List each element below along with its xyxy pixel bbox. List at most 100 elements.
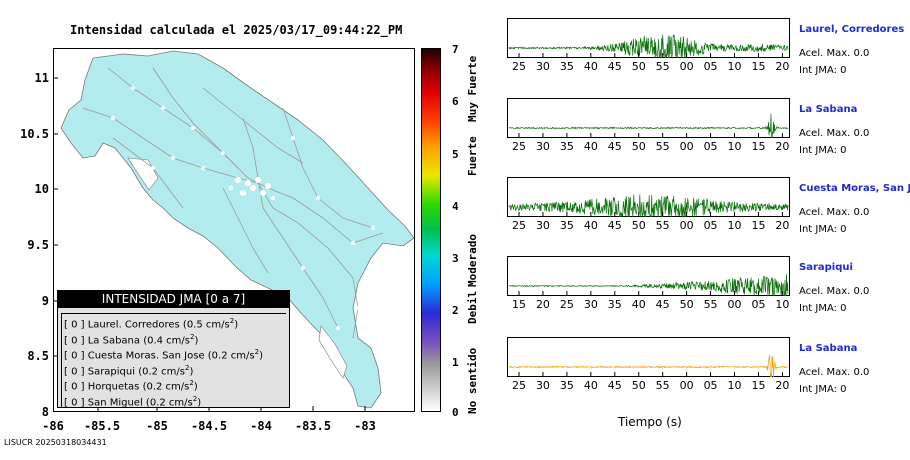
intensity-legend: INTENSIDAD JMA [0 a 7] [ 0 ] Laurel. Cor… [57, 290, 290, 408]
station-accel: Acel. Max. 0.0 [799, 286, 870, 297]
waveform-tick-label: 40 [631, 298, 646, 311]
waveform-panel [507, 256, 790, 296]
waveform-panel [507, 337, 790, 377]
legend-item-text: La Sabana (0.4 cm/s [87, 334, 190, 346]
map-y-tick: 8 [41, 405, 49, 419]
waveform-tick-label: 20 [775, 219, 790, 232]
waveform-tick-label: 40 [583, 379, 598, 392]
waveform-panel [507, 18, 790, 58]
waveform-trace [508, 34, 789, 58]
waveform-tick-label: 50 [631, 140, 646, 153]
legend-item-level: [ 0 ] [64, 396, 85, 408]
station-accel: Acel. Max. 0.0 [799, 48, 870, 59]
colorbar-number: 1 [452, 356, 459, 369]
legend-item: [ 0 ] Horquetas (0.2 cm/s2) [64, 376, 286, 392]
waveform-tick-label: 25 [512, 219, 526, 232]
station-name: La Sabana [799, 104, 858, 115]
legend-item: [ 0 ] Laurel. Corredores (0.5 cm/s2) [64, 314, 286, 330]
waveform-tick-label: 00 [679, 140, 694, 153]
waveform-tick-label: 15 [751, 379, 766, 392]
legend-item-text: Laurel. Corredores (0.5 cm/s [87, 319, 230, 331]
map-y-tick: 11 [34, 71, 49, 85]
waveform-tick-label: 10 [727, 379, 742, 392]
station-name: Laurel, Corredores [799, 24, 905, 35]
legend-item-sup: 2 [189, 379, 194, 387]
waveform-tick-label: 55 [655, 379, 670, 392]
legend-item-text: Horquetas (0.2 cm/s [87, 381, 190, 393]
waveform-tick-label: 25 [559, 298, 574, 311]
waveform-tick-label: 35 [559, 219, 574, 232]
colorbar-label: No sentido [466, 347, 479, 414]
map-x-tick: -86 [42, 419, 64, 433]
map-y-tick: 9 [41, 294, 49, 308]
waveform-tick-label: 35 [607, 298, 622, 311]
waveform-tick-label: 10 [727, 60, 742, 73]
map-x-tick: -85.5 [83, 419, 121, 433]
waveform-tick-label: 05 [703, 379, 718, 392]
waveform-tick-label: 50 [631, 60, 646, 73]
station-name: La Sabana [799, 343, 858, 354]
legend-item-sup: 2 [229, 317, 235, 325]
waveform-tick-label: 25 [512, 379, 526, 392]
legend-item-sup: 2 [190, 332, 195, 341]
waveform-tick-label: 25 [512, 140, 526, 153]
colorbar-label: Muy Fuerte [466, 55, 479, 122]
waveform-tick-label: 30 [535, 60, 550, 73]
legend-item-text: Cuesta Moras. San Jose (0.2 cm/s [87, 350, 255, 362]
map-y-tick: 10 [34, 182, 49, 196]
waveform-tick-label: 10 [727, 219, 742, 232]
waveform-tick-label: 30 [535, 379, 550, 392]
legend-title: INTENSIDAD JMA [0 a 7] [58, 291, 289, 308]
waveform-tick-label: 55 [703, 298, 718, 311]
waveform-tick-label: 35 [559, 140, 574, 153]
waveform-tick-label: 30 [535, 219, 550, 232]
legend-item-text: Sarapiqui (0.2 cm/s [87, 365, 186, 377]
station-intensity: Int JMA: 0 [799, 224, 847, 235]
waveform-tick-label: 00 [679, 219, 694, 232]
waveform-tick-label: 05 [703, 140, 718, 153]
legend-item-level: [ 0 ] [64, 381, 85, 393]
map-x-tick: -84 [250, 419, 272, 433]
station-intensity: Int JMA: 0 [799, 145, 847, 156]
waveform-tick-label: 15 [751, 140, 766, 153]
legend-item: [ 0 ] Sarapiqui (0.2 cm/s2) [64, 361, 286, 377]
waveform-tick-label: 50 [631, 219, 646, 232]
waveform-tick-label: 20 [775, 140, 790, 153]
waveform-tick-label: 20 [775, 379, 790, 392]
waveform-tick-label: 45 [655, 298, 670, 311]
station-accel: Acel. Max. 0.0 [799, 367, 870, 378]
waveform-tick-label: 45 [607, 140, 622, 153]
intensity-colorbar [421, 48, 441, 412]
waveform-tick-label: 20 [535, 298, 550, 311]
map-x-tick: -84.5 [190, 419, 228, 433]
station-accel: Acel. Max. 0.0 [799, 207, 870, 218]
waveform-tick-label: 00 [679, 60, 694, 73]
legend-item-level: [ 0 ] [64, 365, 85, 377]
waveform-tick-label: 00 [727, 298, 742, 311]
legend-item-tail: ) [197, 396, 202, 408]
waveform-tick-label: 10 [727, 140, 742, 153]
map-x-tick: -83.5 [294, 419, 332, 433]
map-x-tick: -83 [354, 419, 376, 433]
waveform-tick-label: 55 [655, 60, 670, 73]
colorbar-label: Debil [466, 290, 479, 324]
legend-item-tail: ) [194, 334, 199, 346]
waveform-tick-label: 35 [559, 379, 574, 392]
waveform-tick-label: 55 [655, 140, 670, 153]
station-name: Cuesta Moras, San Jose [799, 183, 910, 194]
waveform-tick-label: 15 [751, 60, 766, 73]
waveform-tick-label: 40 [583, 60, 598, 73]
legend-item-level: [ 0 ] [64, 350, 85, 362]
waveform-tick-label: 25 [512, 60, 526, 73]
legend-item-tail: ) [259, 350, 263, 362]
colorbar-label: Moderado [466, 234, 479, 287]
waveform-tick-label: 05 [751, 298, 766, 311]
waveform-tick-label: 00 [679, 379, 694, 392]
map-x-tick: -85 [146, 419, 168, 433]
waveform-tick-label: 40 [583, 140, 598, 153]
colorbar-number: 0 [452, 406, 459, 419]
colorbar-number: 5 [452, 148, 459, 161]
waveform-tick-label: 45 [607, 379, 622, 392]
waveform-panel [507, 177, 790, 217]
map-title: Intensidad calculada el 2025/03/17_09:44… [70, 23, 403, 37]
